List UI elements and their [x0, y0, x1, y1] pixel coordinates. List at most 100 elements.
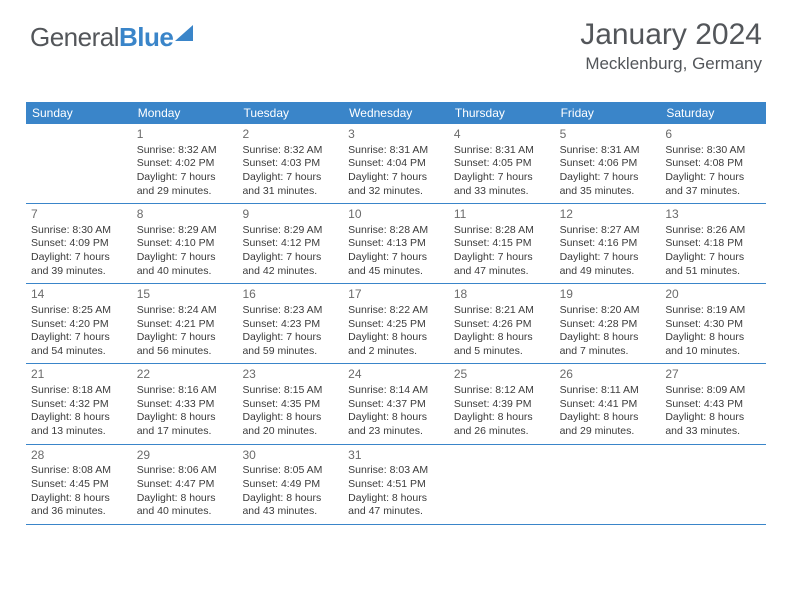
daylight-line-1: Daylight: 8 hours [242, 492, 338, 506]
day-number: 10 [348, 207, 444, 223]
sunset-line: Sunset: 4:23 PM [242, 318, 338, 332]
day-cell: 19Sunrise: 8:20 AMSunset: 4:28 PMDayligh… [555, 284, 661, 363]
sunrise-line: Sunrise: 8:09 AM [665, 384, 761, 398]
day-header-cell: Tuesday [237, 102, 343, 124]
sunset-line: Sunset: 4:06 PM [560, 157, 656, 171]
daylight-line-1: Daylight: 8 hours [665, 331, 761, 345]
daylight-line-1: Daylight: 7 hours [454, 251, 550, 265]
daylight-line-1: Daylight: 7 hours [454, 171, 550, 185]
sunrise-line: Sunrise: 8:26 AM [665, 224, 761, 238]
sunset-line: Sunset: 4:12 PM [242, 237, 338, 251]
day-number: 30 [242, 448, 338, 464]
location-label: Mecklenburg, Germany [580, 54, 762, 74]
daylight-line-1: Daylight: 7 hours [665, 251, 761, 265]
day-number: 7 [31, 207, 127, 223]
sunset-line: Sunset: 4:47 PM [137, 478, 233, 492]
day-number: 15 [137, 287, 233, 303]
day-header-cell: Sunday [26, 102, 132, 124]
sunset-line: Sunset: 4:26 PM [454, 318, 550, 332]
day-cell: 30Sunrise: 8:05 AMSunset: 4:49 PMDayligh… [237, 445, 343, 524]
daylight-line-2: and 47 minutes. [348, 505, 444, 519]
daylight-line-2: and 17 minutes. [137, 425, 233, 439]
day-cell: 4Sunrise: 8:31 AMSunset: 4:05 PMDaylight… [449, 124, 555, 203]
day-cell: 22Sunrise: 8:16 AMSunset: 4:33 PMDayligh… [132, 364, 238, 443]
daylight-line-2: and 31 minutes. [242, 185, 338, 199]
daylight-line-1: Daylight: 7 hours [242, 251, 338, 265]
daylight-line-2: and 54 minutes. [31, 345, 127, 359]
sunrise-line: Sunrise: 8:08 AM [31, 464, 127, 478]
day-cell [660, 445, 766, 524]
daylight-line-1: Daylight: 7 hours [137, 171, 233, 185]
daylight-line-1: Daylight: 8 hours [31, 492, 127, 506]
sunset-line: Sunset: 4:10 PM [137, 237, 233, 251]
day-header-cell: Monday [132, 102, 238, 124]
daylight-line-2: and 7 minutes. [560, 345, 656, 359]
weeks-container: 1Sunrise: 8:32 AMSunset: 4:02 PMDaylight… [26, 124, 766, 525]
day-cell: 9Sunrise: 8:29 AMSunset: 4:12 PMDaylight… [237, 204, 343, 283]
day-cell: 17Sunrise: 8:22 AMSunset: 4:25 PMDayligh… [343, 284, 449, 363]
sunset-line: Sunset: 4:08 PM [665, 157, 761, 171]
daylight-line-1: Daylight: 7 hours [560, 251, 656, 265]
sunset-line: Sunset: 4:35 PM [242, 398, 338, 412]
day-cell: 15Sunrise: 8:24 AMSunset: 4:21 PMDayligh… [132, 284, 238, 363]
daylight-line-1: Daylight: 7 hours [31, 331, 127, 345]
daylight-line-1: Daylight: 7 hours [137, 251, 233, 265]
day-cell: 1Sunrise: 8:32 AMSunset: 4:02 PMDaylight… [132, 124, 238, 203]
day-number: 27 [665, 367, 761, 383]
sunrise-line: Sunrise: 8:23 AM [242, 304, 338, 318]
sunrise-line: Sunrise: 8:05 AM [242, 464, 338, 478]
day-cell: 21Sunrise: 8:18 AMSunset: 4:32 PMDayligh… [26, 364, 132, 443]
sunrise-line: Sunrise: 8:30 AM [665, 144, 761, 158]
sunrise-line: Sunrise: 8:16 AM [137, 384, 233, 398]
daylight-line-2: and 2 minutes. [348, 345, 444, 359]
daylight-line-1: Daylight: 7 hours [348, 251, 444, 265]
daylight-line-2: and 32 minutes. [348, 185, 444, 199]
daylight-line-1: Daylight: 7 hours [665, 171, 761, 185]
daylight-line-1: Daylight: 8 hours [560, 331, 656, 345]
daylight-line-1: Daylight: 7 hours [560, 171, 656, 185]
day-number: 3 [348, 127, 444, 143]
daylight-line-1: Daylight: 7 hours [31, 251, 127, 265]
daylight-line-2: and 33 minutes. [665, 425, 761, 439]
sunrise-line: Sunrise: 8:31 AM [348, 144, 444, 158]
day-cell: 31Sunrise: 8:03 AMSunset: 4:51 PMDayligh… [343, 445, 449, 524]
week-row: 21Sunrise: 8:18 AMSunset: 4:32 PMDayligh… [26, 364, 766, 444]
calendar-grid: SundayMondayTuesdayWednesdayThursdayFrid… [26, 102, 766, 525]
sunrise-line: Sunrise: 8:32 AM [242, 144, 338, 158]
daylight-line-1: Daylight: 8 hours [137, 492, 233, 506]
day-number: 17 [348, 287, 444, 303]
sunset-line: Sunset: 4:45 PM [31, 478, 127, 492]
day-header-row: SundayMondayTuesdayWednesdayThursdayFrid… [26, 102, 766, 124]
sunrise-line: Sunrise: 8:29 AM [242, 224, 338, 238]
sunrise-line: Sunrise: 8:28 AM [348, 224, 444, 238]
daylight-line-1: Daylight: 8 hours [454, 331, 550, 345]
sunset-line: Sunset: 4:05 PM [454, 157, 550, 171]
week-row: 14Sunrise: 8:25 AMSunset: 4:20 PMDayligh… [26, 284, 766, 364]
sunset-line: Sunset: 4:43 PM [665, 398, 761, 412]
day-number: 18 [454, 287, 550, 303]
sunrise-line: Sunrise: 8:20 AM [560, 304, 656, 318]
day-number: 22 [137, 367, 233, 383]
daylight-line-2: and 47 minutes. [454, 265, 550, 279]
daylight-line-1: Daylight: 7 hours [242, 171, 338, 185]
sunrise-line: Sunrise: 8:31 AM [454, 144, 550, 158]
day-cell: 5Sunrise: 8:31 AMSunset: 4:06 PMDaylight… [555, 124, 661, 203]
sunrise-line: Sunrise: 8:31 AM [560, 144, 656, 158]
daylight-line-2: and 26 minutes. [454, 425, 550, 439]
day-number: 31 [348, 448, 444, 464]
day-number: 6 [665, 127, 761, 143]
daylight-line-2: and 29 minutes. [137, 185, 233, 199]
sunrise-line: Sunrise: 8:19 AM [665, 304, 761, 318]
daylight-line-2: and 56 minutes. [137, 345, 233, 359]
day-number: 26 [560, 367, 656, 383]
page-header: January 2024 Mecklenburg, Germany [580, 18, 762, 74]
daylight-line-2: and 10 minutes. [665, 345, 761, 359]
day-number: 13 [665, 207, 761, 223]
sunset-line: Sunset: 4:21 PM [137, 318, 233, 332]
daylight-line-2: and 37 minutes. [665, 185, 761, 199]
day-number: 9 [242, 207, 338, 223]
daylight-line-2: and 29 minutes. [560, 425, 656, 439]
sunrise-line: Sunrise: 8:03 AM [348, 464, 444, 478]
sunrise-line: Sunrise: 8:27 AM [560, 224, 656, 238]
daylight-line-2: and 13 minutes. [31, 425, 127, 439]
